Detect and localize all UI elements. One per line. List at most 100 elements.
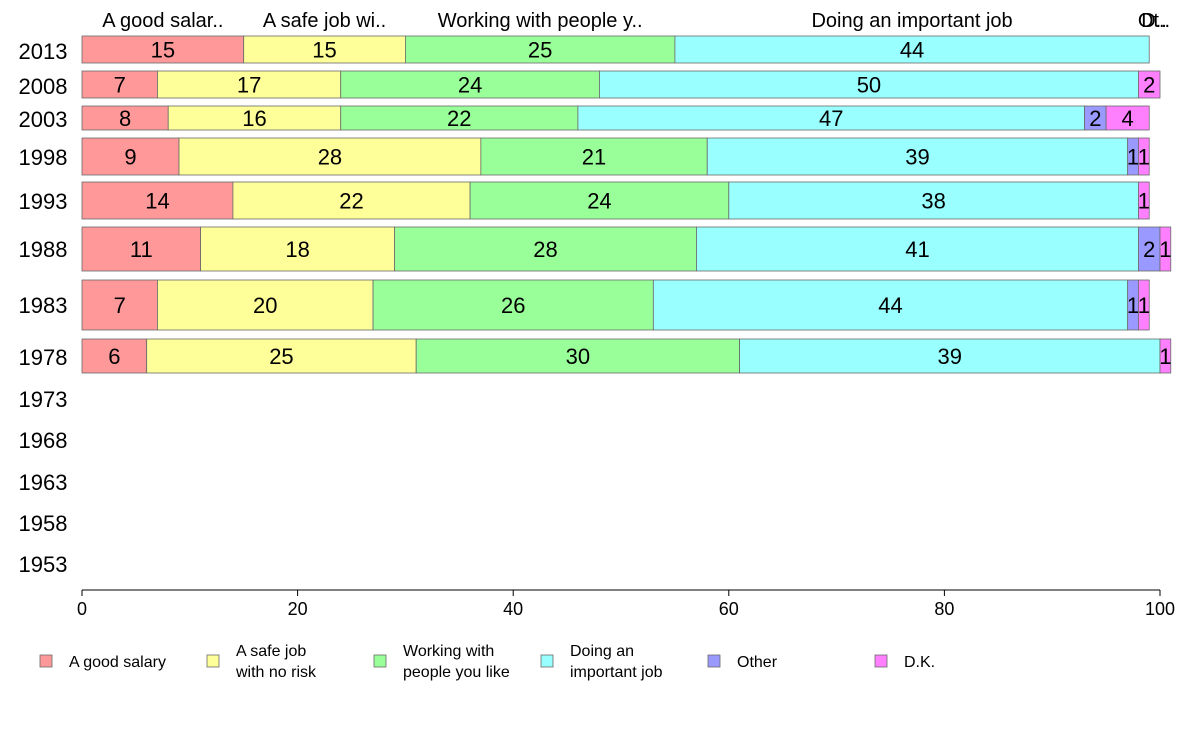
column-header-labels: A good salar.. A safe job wi.. Working wit… [102, 10, 1170, 32]
header-label-6: D.. [1141, 10, 1167, 32]
legend-label-working-with-people-you-like-1: Working with [403, 643, 494, 660]
year-label-1953: 1953 [19, 552, 68, 577]
data-label-2003-other: 2 [1089, 106, 1101, 131]
data-label-2003-working-with-people-you-like: 22 [447, 106, 471, 131]
bar-2003-working-with-people-you-like [340, 105, 579, 131]
year-label-1988: 1988 [19, 237, 68, 262]
data-label-1993-working-with-people-you-like: 24 [587, 189, 611, 214]
data-label-2008-a-good-salary: 7 [114, 73, 126, 98]
data-label-1983-a-safe-job-with-no-risk: 20 [253, 293, 277, 318]
bar-2008-a-safe-job-with-no-risk [157, 70, 342, 99]
year-label-2013: 2013 [19, 39, 68, 64]
bar-1978-a-good-salary [81, 338, 148, 374]
year-label-1958: 1958 [19, 511, 68, 536]
bar-2013-doing-an-important-job [674, 35, 1150, 64]
data-label-1978-d-k: 1 [1159, 344, 1171, 369]
bar-2008-a-good-salary [81, 70, 158, 99]
data-label-1983-working-with-people-you-like: 26 [501, 293, 525, 318]
legend-swatch-working-with-people-you-like [373, 654, 387, 668]
legend-swatch-a-good-salary [39, 654, 53, 668]
data-label-1988-a-safe-job-with-no-risk: 18 [285, 237, 309, 262]
bar-1983-a-good-salary [81, 279, 158, 331]
data-label-1988-a-good-salary: 11 [130, 237, 153, 262]
bar-1998-a-safe-job-with-no-risk [178, 137, 482, 176]
data-label-1978-a-good-salary: 6 [108, 344, 120, 369]
year-label-2003: 2003 [19, 107, 68, 132]
bar-1988-a-safe-job-with-no-risk [200, 226, 396, 272]
bar-1988-working-with-people-you-like [394, 226, 697, 272]
data-label-1988-other: 2 [1143, 237, 1155, 262]
legend-label-d-k-1: D.K. [904, 654, 935, 671]
header-label-1: A good salar.. [102, 10, 223, 32]
year-label-2008: 2008 [19, 74, 68, 99]
year-label-1983: 1983 [19, 293, 68, 318]
year-label-1963: 1963 [19, 470, 68, 495]
data-label-2008-doing-an-important-job: 50 [857, 73, 881, 98]
header-label-4: Doing an important job [811, 10, 1012, 32]
data-label-1978-working-with-people-you-like: 30 [566, 344, 590, 369]
data-label-2003-d-k: 4 [1122, 106, 1134, 131]
bar-1993-a-safe-job-with-no-risk [232, 181, 471, 220]
legend-label-working-with-people-you-like-2: people you like [403, 664, 510, 681]
year-label-1968: 1968 [19, 428, 68, 453]
x-axis: 0 20 40 60 80 100 [77, 589, 1175, 619]
bar-2003-a-good-salary [81, 105, 169, 131]
data-label-1983-d-k: 1 [1138, 293, 1150, 318]
legend-label-a-safe-job-with-no-risk-1: A safe job [236, 643, 306, 660]
data-label-2008-a-safe-job-with-no-risk: 17 [237, 73, 261, 98]
data-label-2003-a-safe-job-with-no-risk: 16 [242, 106, 266, 131]
bar-1998-working-with-people-you-like [480, 137, 708, 176]
data-label-1998-working-with-people-you-like: 21 [582, 145, 606, 170]
bar-2008-doing-an-important-job [599, 70, 1139, 99]
legend-swatch-doing-an-important-job [540, 654, 554, 668]
legend-label-a-safe-job-with-no-risk-2: with no risk [235, 664, 317, 681]
bar-1998-doing-an-important-job [706, 137, 1129, 176]
bar-1993-a-good-salary [81, 181, 234, 220]
bar-1978-a-safe-job-with-no-risk [146, 338, 417, 374]
legend-swatch-d-k [874, 654, 888, 668]
legend-label-a-good-salary-1: A good salary [69, 654, 166, 671]
data-label-2013-a-safe-job-with-no-risk: 15 [312, 38, 336, 63]
x-tick-label-40: 40 [503, 599, 523, 619]
bar-1983-doing-an-important-job [652, 279, 1129, 331]
year-labels: 2013 2008 2003 1998 1993 1988 1983 1978 1973 1968… [19, 39, 68, 577]
bar-1988-doing-an-important-job [696, 226, 1139, 272]
data-label-1993-d-k: 1 [1138, 189, 1150, 214]
legend-label-doing-an-important-job-2: important job [570, 664, 663, 681]
data-label-1998-d-k: 1 [1138, 145, 1150, 170]
data-label-2013-working-with-people-you-like: 25 [528, 38, 552, 63]
data-label-2013-doing-an-important-job: 44 [900, 38, 924, 63]
data-label-2003-doing-an-important-job: 47 [819, 106, 843, 131]
data-label-1983-doing-an-important-job: 44 [878, 293, 902, 318]
x-tick-label-20: 20 [288, 599, 308, 619]
bar-2003-a-safe-job-with-no-risk [167, 105, 342, 131]
data-label-2003-a-good-salary: 8 [119, 106, 131, 131]
legend-label-doing-an-important-job-1: Doing an [570, 643, 634, 660]
data-label-1993-doing-an-important-job: 38 [921, 189, 945, 214]
bar-1983-a-safe-job-with-no-risk [157, 279, 374, 331]
bar-1993-working-with-people-you-like [469, 181, 730, 220]
legend-swatch-a-safe-job-with-no-risk [206, 654, 220, 668]
data-label-1978-doing-an-important-job: 39 [938, 344, 962, 369]
data-label-1993-a-good-salary: 14 [145, 189, 169, 214]
year-label-1993: 1993 [19, 189, 68, 214]
bar-2013-a-safe-job-with-no-risk [243, 35, 406, 64]
data-label-1998-a-good-salary: 9 [124, 145, 136, 170]
data-label-1983-other: 1 [1127, 293, 1139, 318]
x-tick-label-80: 80 [934, 599, 954, 619]
data-label-2013-a-good-salary: 15 [151, 38, 175, 63]
data-label-1993-a-safe-job-with-no-risk: 22 [339, 189, 363, 214]
data-label-1998-other: 1 [1127, 145, 1139, 170]
bar-1978-working-with-people-you-like [415, 338, 740, 374]
bar-1998-d-k [1138, 137, 1150, 176]
legend: A good salary A safe job with no risk Worki… [39, 643, 935, 681]
bar-2003-doing-an-important-job [577, 105, 1085, 131]
x-tick-label-60: 60 [719, 599, 739, 619]
header-label-5: Ot.. [1138, 10, 1170, 32]
bar-1983-working-with-people-you-like [372, 279, 654, 331]
bar-1993-doing-an-important-job [728, 181, 1139, 220]
legend-swatch-other [707, 654, 721, 668]
bar-1983-d-k [1138, 279, 1150, 331]
